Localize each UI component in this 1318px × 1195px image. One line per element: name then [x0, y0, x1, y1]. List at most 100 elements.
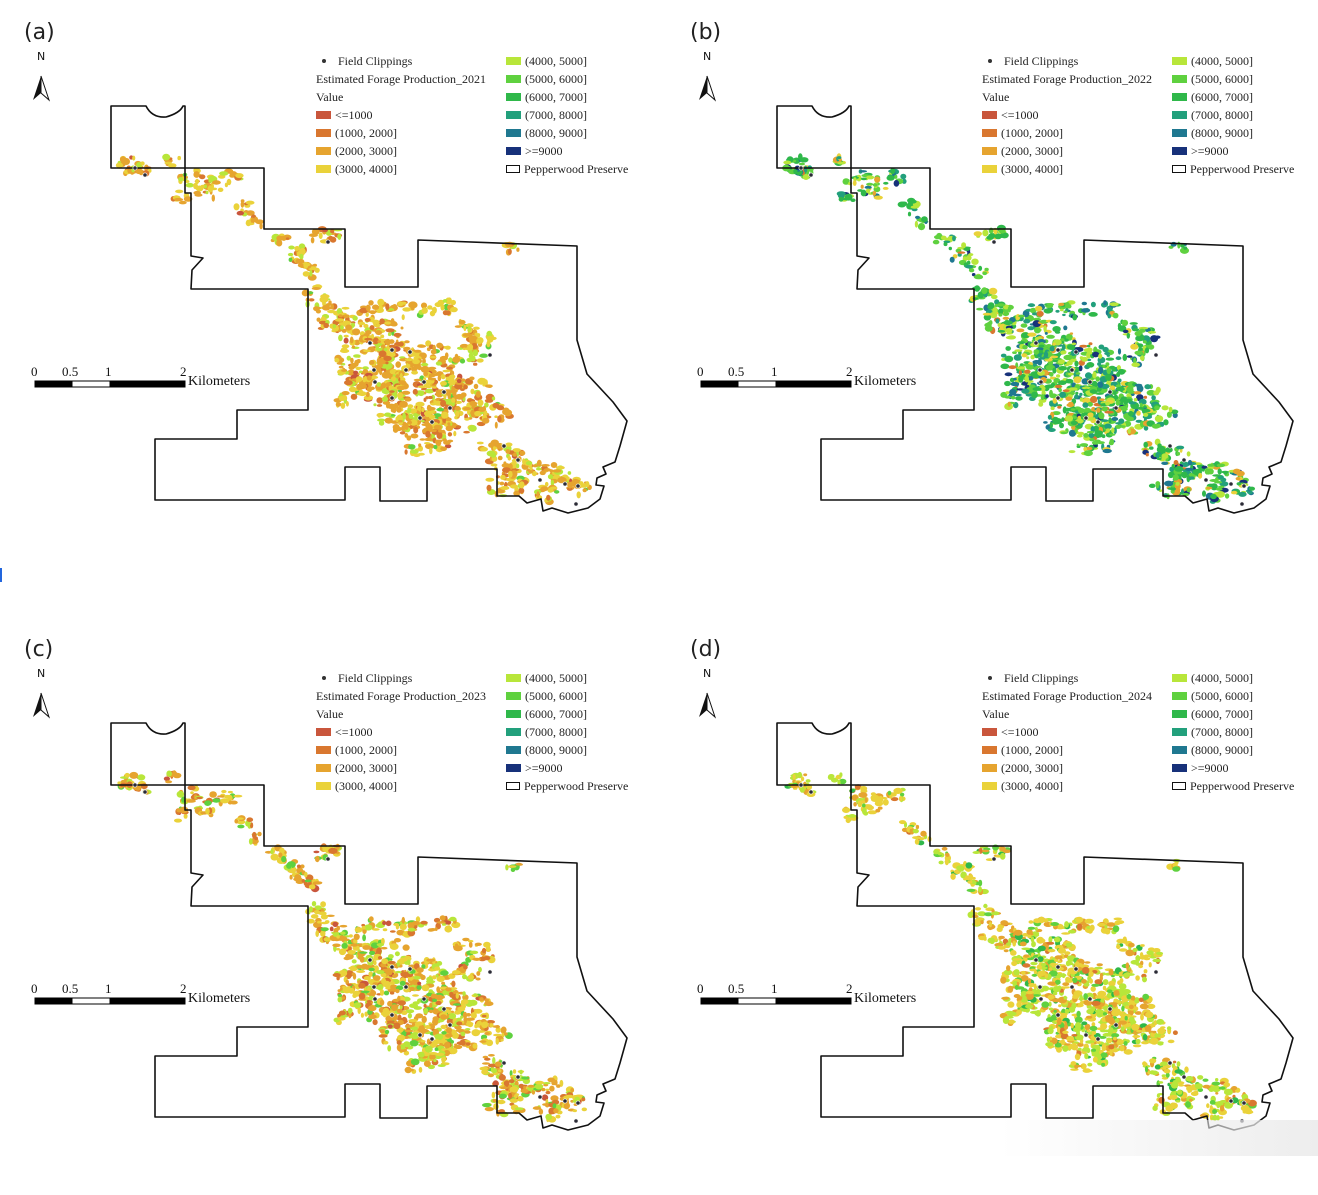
forage-cell	[1046, 334, 1055, 339]
forage-cell	[140, 783, 148, 790]
forage-cell	[332, 943, 341, 948]
forage-cell	[1057, 359, 1066, 365]
forage-cell	[1116, 371, 1121, 377]
forage-cell	[494, 421, 498, 429]
forage-cell	[518, 487, 525, 494]
forage-cell	[451, 921, 461, 929]
forage-cell	[1052, 986, 1061, 993]
forage-cell	[1007, 1001, 1015, 1008]
forage-cell	[403, 1041, 411, 1048]
forage-cell	[540, 486, 549, 492]
forage-cell	[987, 305, 995, 310]
forage-cell	[974, 907, 982, 911]
forage-cell	[368, 967, 375, 972]
forage-cell	[570, 1088, 575, 1093]
forage-cell	[482, 1103, 492, 1108]
forage-cell	[469, 400, 477, 407]
forage-cell	[341, 344, 350, 349]
forage-cell	[396, 406, 402, 413]
forage-cell	[379, 318, 385, 325]
forage-cell	[341, 391, 350, 396]
forage-cell	[410, 433, 419, 439]
forage-cell	[472, 1043, 478, 1049]
forage-cell	[379, 989, 385, 996]
forage-cell	[1181, 462, 1188, 466]
forage-cell	[1087, 412, 1094, 418]
forage-cell	[401, 916, 405, 924]
forage-cell	[1017, 341, 1026, 345]
field-clipping-point	[142, 172, 148, 178]
legend-class: (4000, 5000]	[1172, 52, 1294, 70]
legend-swatch	[506, 692, 521, 700]
forage-cell	[332, 973, 341, 977]
forage-cell	[1100, 419, 1109, 422]
forage-cell	[377, 298, 385, 306]
forage-cell	[1030, 354, 1035, 360]
forage-cell	[915, 215, 920, 219]
forage-cell	[412, 358, 420, 365]
legend-class-label: (2000, 3000]	[1001, 144, 1063, 158]
legend-class-label: (2000, 3000]	[335, 761, 397, 775]
forage-cell	[385, 986, 391, 990]
forage-cell	[1059, 422, 1064, 429]
forage-cell	[552, 469, 562, 473]
forage-cell	[413, 378, 422, 382]
forage-cell	[1065, 378, 1074, 384]
forage-cell	[1022, 933, 1029, 937]
forage-cell	[353, 938, 358, 945]
forage-cell	[485, 384, 493, 388]
forage-cell	[1121, 319, 1129, 327]
forage-cell	[915, 824, 920, 830]
forage-cell	[240, 201, 245, 208]
legend-boundary: Pepperwood Preserve	[506, 777, 628, 795]
forage-cell	[463, 430, 470, 434]
field-clipping-point	[1083, 415, 1089, 421]
forage-cell	[513, 490, 521, 497]
forage-cell	[545, 1088, 550, 1091]
forage-cell	[408, 444, 416, 450]
forage-cell	[378, 420, 385, 426]
forage-cell	[1029, 968, 1037, 972]
legend-swatch	[506, 147, 521, 155]
forage-cell	[509, 484, 519, 489]
forage-cell	[484, 1107, 494, 1112]
forage-cell	[414, 1021, 424, 1026]
forage-cell	[1054, 955, 1063, 960]
legend-class: (6000, 7000]	[506, 705, 628, 723]
forage-cell	[1063, 338, 1069, 342]
forage-cell	[429, 377, 437, 381]
forage-cell	[1010, 950, 1017, 956]
forage-cell	[1217, 485, 1225, 489]
forage-cell	[463, 964, 468, 970]
forage-cell	[1119, 425, 1126, 428]
scale-unit-label: Kilometers	[854, 374, 917, 389]
forage-cell	[509, 1098, 518, 1103]
forage-cell	[473, 993, 478, 997]
forage-cell	[383, 1040, 389, 1045]
forage-cell	[427, 305, 433, 310]
forage-cell	[498, 1074, 506, 1081]
forage-cell	[520, 1088, 529, 1094]
forage-cell	[1057, 960, 1062, 964]
forage-cell	[359, 324, 363, 328]
forage-cell	[1084, 961, 1091, 964]
forage-cell	[387, 969, 393, 976]
legend-points: Field Clippings	[316, 52, 486, 70]
forage-cell	[554, 490, 560, 494]
forage-cell	[440, 446, 447, 452]
forage-cell	[308, 233, 318, 237]
forage-cell	[1013, 354, 1022, 361]
forage-cell	[1168, 406, 1173, 413]
forage-cell	[1205, 467, 1209, 475]
forage-cell	[1048, 1007, 1054, 1011]
forage-cell	[1038, 344, 1045, 348]
forage-cell	[481, 378, 487, 385]
forage-cell	[508, 1092, 513, 1099]
forage-cell	[999, 852, 1006, 860]
forage-cell	[571, 478, 580, 485]
scale-segment	[700, 380, 739, 388]
legend-class-label: (8000, 9000]	[525, 743, 587, 757]
forage-cell	[460, 999, 469, 1005]
forage-cell	[428, 1052, 438, 1055]
forage-cell	[1027, 303, 1036, 308]
